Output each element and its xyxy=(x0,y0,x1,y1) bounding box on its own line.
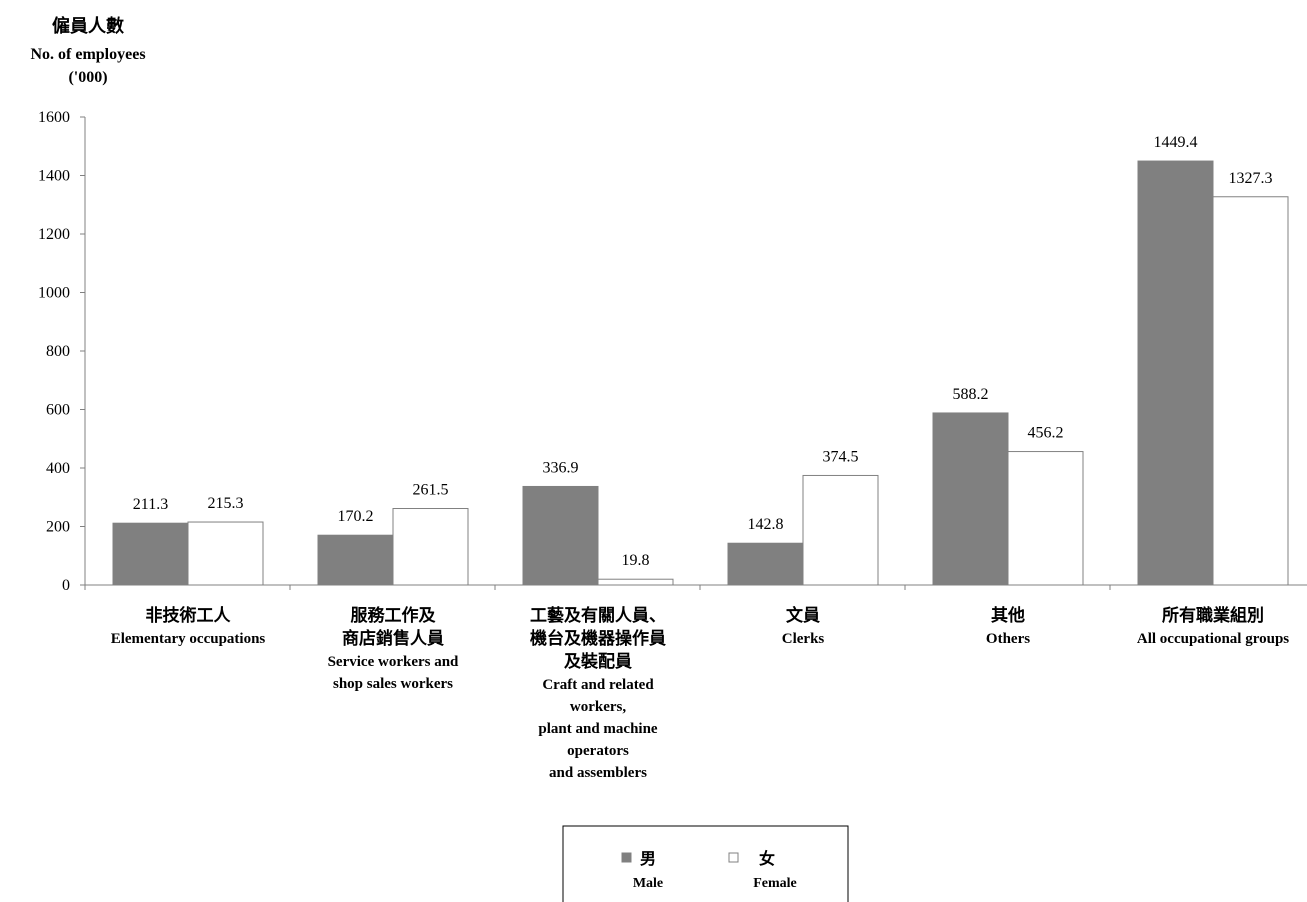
legend: 男 Male 女 Female xyxy=(562,825,849,902)
y-tick-label: 0 xyxy=(62,577,70,594)
y-tick-label: 400 xyxy=(46,460,70,477)
bar-value-labels: 211.3 215.3 170.2 261.5 336.9 19.8 142.8 374.5 5… xyxy=(133,134,1273,569)
category-label-zh: 文員 xyxy=(786,605,820,626)
bar-female-5 xyxy=(1212,196,1289,586)
bar-value-label: 336.9 xyxy=(543,459,579,476)
legend-swatch-female xyxy=(728,852,739,863)
y-tick-label: 1400 xyxy=(38,168,70,185)
category-label-en: Elementary occupations xyxy=(111,631,266,647)
bar-value-label: 1449.4 xyxy=(1154,134,1198,151)
legend-label-female-en: Female xyxy=(753,876,797,891)
y-axis: 0 200 400 600 800 1000 1200 1400 1600 xyxy=(38,109,1111,594)
bar-value-label: 588.2 xyxy=(953,386,989,403)
bar-male-1 xyxy=(317,534,394,586)
bar-value-label: 215.3 xyxy=(208,495,244,512)
category-label-en: shop sales workers xyxy=(333,676,453,692)
bar-value-label: 456.2 xyxy=(1028,425,1064,442)
bar-female-4 xyxy=(1007,451,1084,586)
bar-value-label: 374.5 xyxy=(823,448,859,465)
y-tick-label: 1000 xyxy=(38,285,70,302)
category-label-en: Clerks xyxy=(782,631,825,647)
legend-label-female-zh: 女 xyxy=(759,849,775,868)
category-label-zh: 機台及機器操作員 xyxy=(530,628,666,649)
bar-male-5 xyxy=(1137,160,1214,586)
y-tick-label: 200 xyxy=(46,519,70,536)
bar-value-label: 170.2 xyxy=(338,508,374,525)
category-label-en: Others xyxy=(986,631,1030,647)
bar-female-2 xyxy=(597,578,674,586)
y-tick-label: 600 xyxy=(46,402,70,419)
bar-male-3 xyxy=(727,542,804,586)
y-axis-unit: ('000) xyxy=(68,69,107,86)
bars-group xyxy=(112,160,1289,586)
category-label-en: workers, xyxy=(570,699,626,715)
legend-label-male-en: Male xyxy=(633,876,663,891)
category-label-en: operators xyxy=(567,743,629,759)
bar-male-4 xyxy=(932,412,1009,586)
y-tick-label: 800 xyxy=(46,343,70,360)
bar-value-label: 142.8 xyxy=(748,516,784,533)
legend-box xyxy=(562,825,849,902)
category-label-zh: 及裝配員 xyxy=(564,651,632,672)
bar-value-label: 261.5 xyxy=(413,482,449,499)
y-tick-label: 1200 xyxy=(38,226,70,243)
bar-female-0 xyxy=(187,521,264,586)
bar-female-3 xyxy=(802,474,879,586)
category-label-zh: 服務工作及 xyxy=(351,605,437,626)
legend-swatch-male xyxy=(621,852,632,863)
category-label-zh: 非技術工人 xyxy=(146,605,232,626)
bar-value-label: 211.3 xyxy=(133,496,168,513)
bar-value-label: 1327.3 xyxy=(1229,170,1273,187)
category-label-zh: 其他 xyxy=(991,605,1025,626)
category-label-en: Service workers and xyxy=(328,654,459,670)
category-label-zh: 工藝及有關人員、 xyxy=(530,605,666,626)
category-label-zh: 所有職業組別 xyxy=(1162,605,1264,626)
category-label-en: and assemblers xyxy=(549,765,647,781)
y-tick-label: 1600 xyxy=(38,109,70,126)
bar-male-0 xyxy=(112,522,189,586)
bar-value-label: 19.8 xyxy=(622,552,650,569)
y-axis-title-en: No. of employees xyxy=(30,46,145,63)
y-axis-title-zh: 僱員人數 xyxy=(52,15,124,37)
category-label-en: plant and machine xyxy=(538,721,658,737)
bar-female-1 xyxy=(392,508,469,586)
category-label-en: All occupational groups xyxy=(1137,631,1289,647)
category-label-en: Craft and related xyxy=(542,677,654,693)
legend-label-male-zh: 男 xyxy=(640,849,656,868)
category-label-zh: 商店銷售人員 xyxy=(342,628,444,649)
bar-male-2 xyxy=(522,485,599,586)
